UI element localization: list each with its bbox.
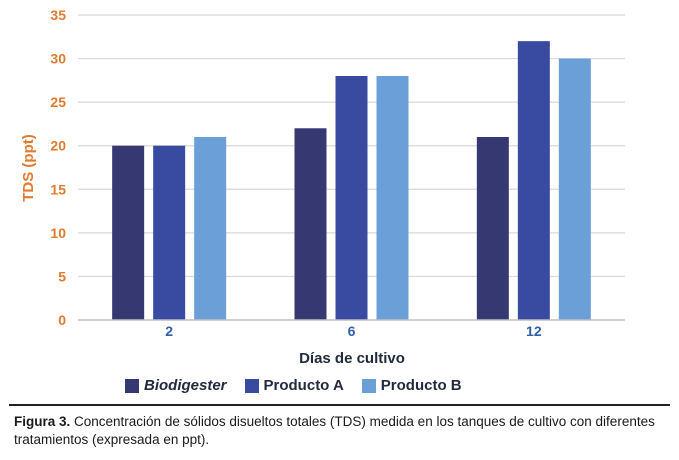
y-axis-ticks: 0 5 10 15 20 25 30 35 bbox=[50, 7, 66, 328]
caption-label: Figura 3. bbox=[14, 414, 71, 429]
legend-label-producto-a: Producto A bbox=[263, 377, 344, 394]
bar-producto-a-2 bbox=[153, 145, 186, 320]
legend-swatch-producto-b bbox=[361, 378, 376, 393]
bar-producto-a-12 bbox=[517, 41, 550, 321]
legend: Biodigester Producto A Producto B bbox=[125, 377, 480, 394]
x-axis-title: Días de cultivo bbox=[299, 350, 405, 367]
x-axis-ticks: 2 6 12 bbox=[165, 323, 542, 339]
legend-item-producto-a: Producto A bbox=[244, 377, 344, 394]
bar-producto-a-6 bbox=[335, 76, 368, 320]
y-tick-label-35: 35 bbox=[50, 7, 66, 23]
x-tick-label-6: 6 bbox=[348, 323, 356, 339]
bar-biodigester-6 bbox=[294, 128, 327, 320]
caption-text: Concentración de sólidos disueltos total… bbox=[14, 414, 655, 447]
legend-swatch-producto-a bbox=[244, 378, 259, 393]
bar-producto-b-2 bbox=[194, 137, 227, 320]
figure-caption: Figura 3. Concentración de sólidos disue… bbox=[14, 413, 664, 449]
y-tick-label-0: 0 bbox=[58, 312, 66, 328]
y-tick-label-25: 25 bbox=[50, 94, 66, 110]
legend-swatch-biodigester bbox=[125, 378, 139, 393]
legend-label-biodigester: Biodigester bbox=[144, 377, 227, 394]
y-tick-label-20: 20 bbox=[50, 138, 66, 154]
y-tick-label-10: 10 bbox=[50, 225, 66, 241]
y-tick-label-30: 30 bbox=[50, 51, 66, 67]
caption-divider bbox=[9, 404, 670, 406]
y-tick-label-15: 15 bbox=[50, 181, 66, 197]
bar-biodigester-2 bbox=[112, 145, 145, 320]
bar-producto-b-6 bbox=[376, 76, 409, 320]
bar-chart: 0 5 10 15 20 25 30 35 2 6 12 TDS (ppt) Días de cu… bbox=[20, 7, 625, 367]
bar-biodigester-12 bbox=[476, 137, 509, 320]
x-tick-label-2: 2 bbox=[165, 323, 173, 339]
bars bbox=[112, 41, 591, 321]
legend-label-producto-b: Producto B bbox=[380, 377, 462, 394]
x-tick-label-12: 12 bbox=[526, 323, 542, 339]
y-tick-label-5: 5 bbox=[58, 268, 66, 284]
legend-item-producto-b: Producto B bbox=[361, 377, 462, 394]
bar-producto-b-12 bbox=[558, 58, 591, 320]
legend-item-biodigester: Biodigester bbox=[125, 377, 227, 394]
y-axis-title: TDS (ppt) bbox=[20, 134, 37, 201]
